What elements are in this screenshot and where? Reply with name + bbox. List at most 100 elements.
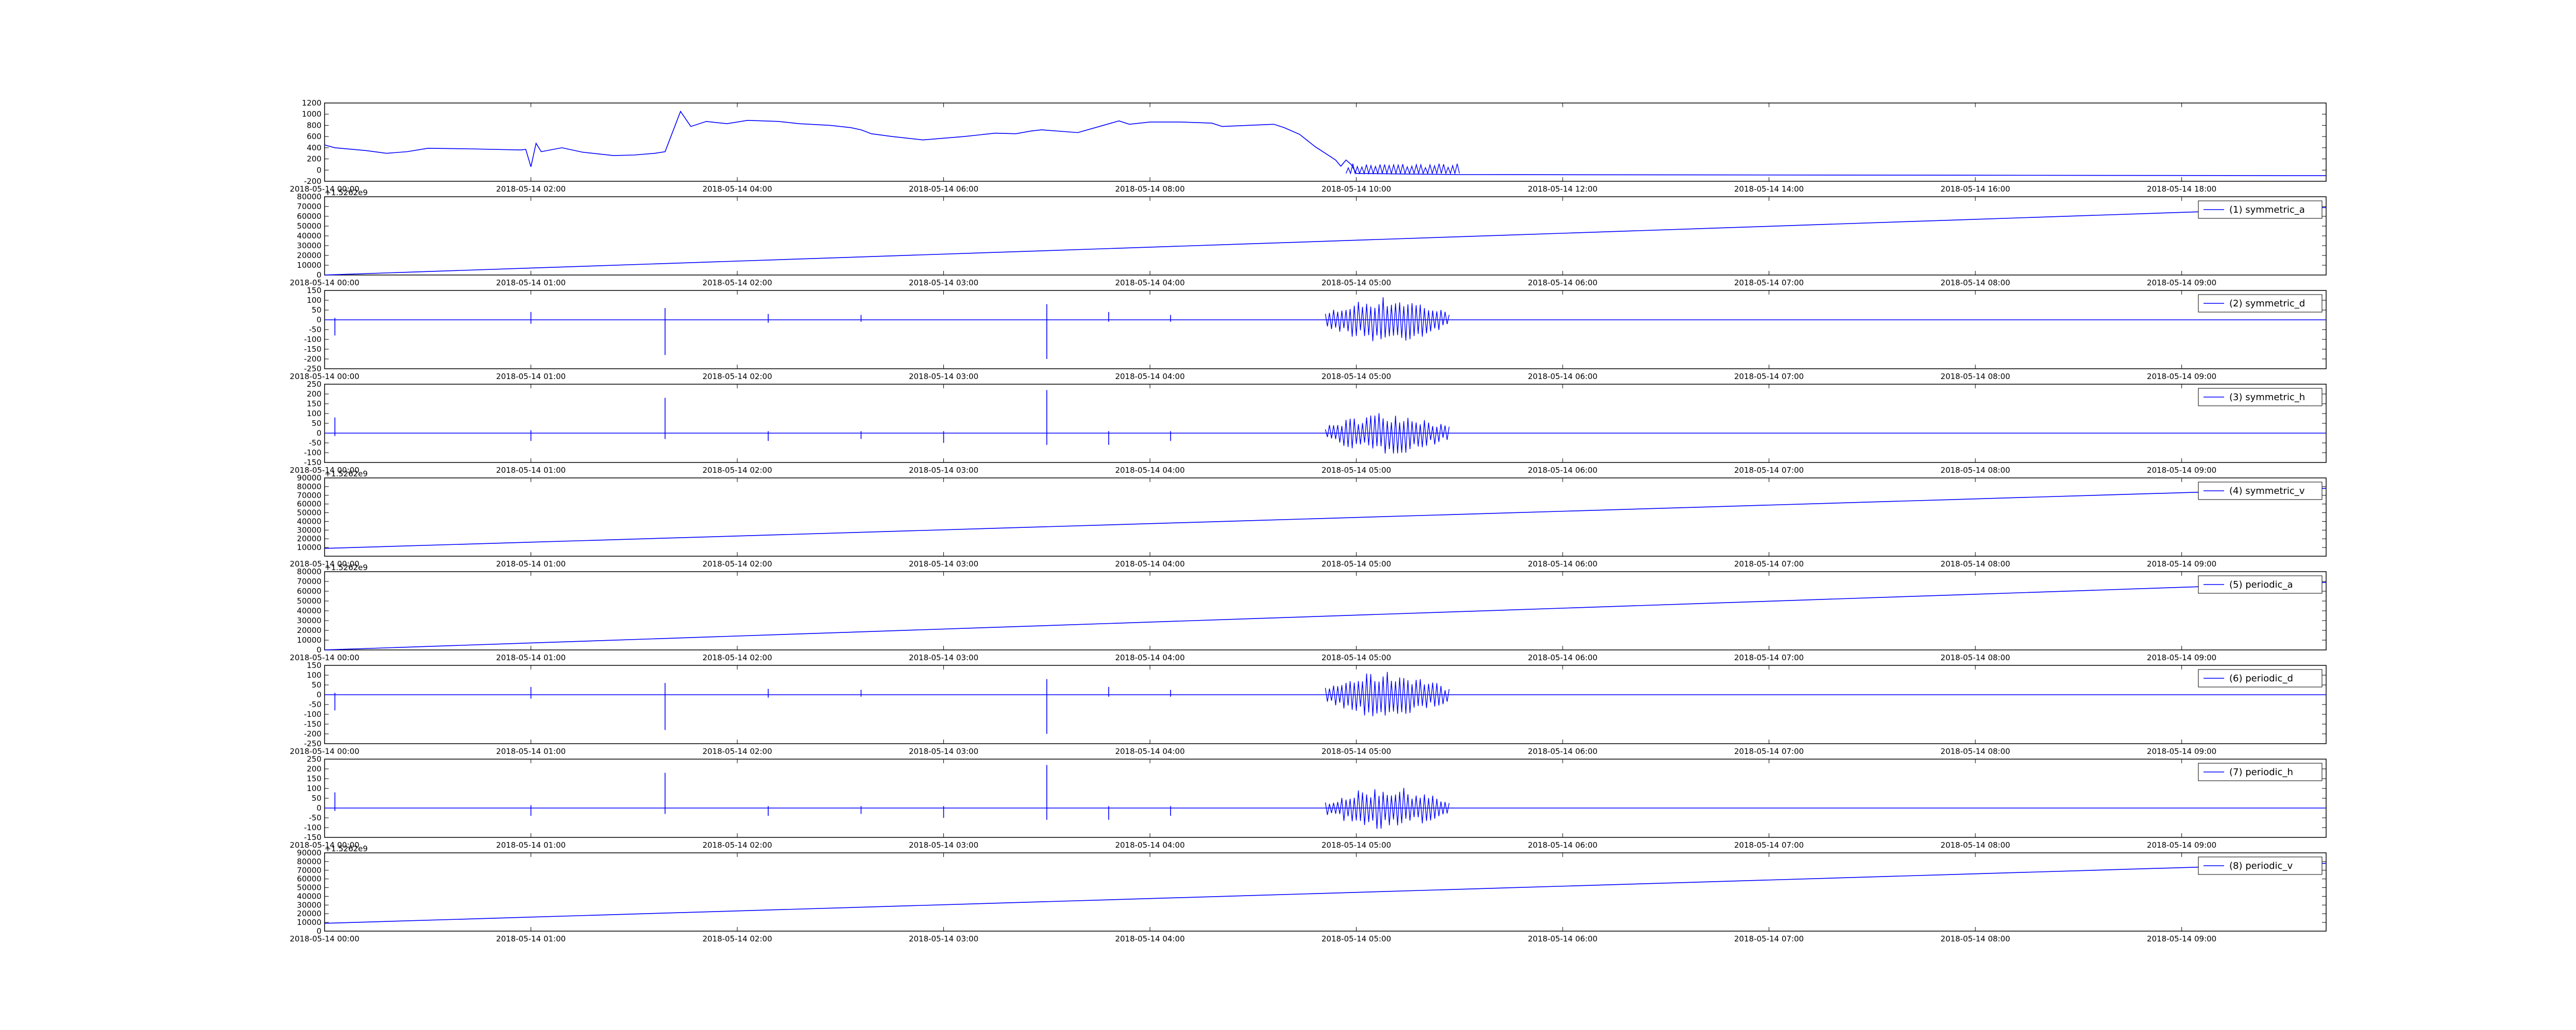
subplot-6: 8000070000600005000040000300002000010000… [290, 563, 2327, 662]
x-tick-label: 2018-05-14 04:00 [1115, 653, 1184, 662]
y-tick-label: 150 [307, 774, 321, 783]
legend: (2) symmetric_d [2198, 294, 2323, 313]
x-tick-label: 2018-05-14 08:00 [1941, 559, 2010, 569]
x-tick-label: 2018-05-14 01:00 [496, 466, 566, 475]
legend-label: (1) symmetric_a [2229, 204, 2305, 215]
x-tick-label: 2018-05-14 05:00 [1321, 559, 1391, 569]
y-tick-label: 70000 [297, 577, 321, 586]
x-tick-label: 2018-05-14 00:00 [290, 372, 359, 381]
x-tick-label: 2018-05-14 08:00 [1941, 747, 2010, 756]
axis-offset-label: +1.5262e9 [325, 188, 368, 197]
plot-frame [324, 571, 2327, 650]
y-tick-label: -50 [309, 438, 322, 448]
x-tick-label: 2018-05-14 09:00 [2147, 278, 2216, 287]
y-tick-label: 250 [307, 380, 321, 389]
x-tick-label: 2018-05-14 09:00 [2147, 934, 2216, 943]
y-tick-label: 100 [307, 409, 321, 418]
y-tick-label: 20000 [297, 251, 321, 260]
x-tick-label: 2018-05-14 06:00 [1528, 934, 1598, 943]
y-tick-label: 20000 [297, 534, 321, 543]
y-tick-label: 30000 [297, 616, 321, 625]
legend: (6) periodic_d [2198, 669, 2323, 688]
y-tick-label: 90000 [297, 848, 321, 857]
y-tick-label: 50 [312, 419, 321, 428]
legend-label: (2) symmetric_d [2229, 298, 2305, 309]
burst-oscillation [1325, 672, 1450, 716]
plot-frame [324, 290, 2327, 369]
y-tick-label: 0 [316, 315, 321, 324]
y-tick-label: 30000 [297, 525, 321, 535]
x-tick-label: 2018-05-14 02:00 [496, 184, 566, 194]
y-tick-label: 250 [307, 754, 321, 764]
x-tick-label: 2018-05-14 03:00 [909, 466, 978, 475]
x-tick-label: 2018-05-14 02:00 [702, 840, 772, 850]
x-tick-label: 2018-05-14 06:00 [909, 184, 978, 194]
y-tick-label: -100 [304, 335, 321, 344]
legend-label: (4) symmetric_v [2229, 486, 2305, 496]
y-tick-label: 1000 [302, 110, 321, 119]
x-tick-label: 2018-05-14 06:00 [1528, 840, 1598, 850]
legend: (5) periodic_a [2198, 575, 2323, 594]
y-tick-label: 150 [307, 399, 321, 408]
x-tick-label: 2018-05-14 04:00 [1115, 934, 1184, 943]
y-tick-label: 100 [307, 296, 321, 305]
x-tick-label: 2018-05-14 00:00 [290, 840, 359, 850]
x-tick-label: 2018-05-14 18:00 [2147, 184, 2216, 194]
x-tick-label: 2018-05-14 09:00 [2147, 653, 2216, 662]
x-tick-label: 2018-05-14 14:00 [1734, 184, 1804, 194]
x-tick-label: 2018-05-14 03:00 [909, 278, 978, 287]
plot-frame [324, 665, 2327, 744]
x-tick-label: 2018-05-14 05:00 [1321, 653, 1391, 662]
y-tick-label: 100 [307, 784, 321, 793]
x-tick-label: 2018-05-14 00:00 [290, 747, 359, 756]
x-tick-label: 2018-05-14 01:00 [496, 653, 566, 662]
y-tick-label: 60000 [297, 500, 321, 509]
x-tick-label: 2018-05-14 05:00 [1321, 466, 1391, 475]
y-tick-label: 0 [316, 428, 321, 438]
x-tick-label: 2018-05-14 03:00 [909, 372, 978, 381]
x-tick-label: 2018-05-14 07:00 [1734, 653, 1804, 662]
y-tick-label: -150 [304, 833, 321, 842]
y-tick-label: 60000 [297, 587, 321, 596]
legend-label: (7) periodic_h [2229, 767, 2293, 778]
x-tick-label: 2018-05-14 08:00 [1941, 934, 2010, 943]
legend: (4) symmetric_v [2198, 482, 2323, 500]
x-tick-label: 2018-05-14 03:00 [909, 747, 978, 756]
y-tick-label: -250 [304, 364, 321, 373]
y-tick-label: 0 [316, 645, 321, 655]
y-tick-label: 0 [316, 165, 321, 175]
x-tick-label: 2018-05-14 05:00 [1321, 840, 1391, 850]
x-tick-label: 2018-05-14 01:00 [496, 372, 566, 381]
burst-oscillation [1325, 297, 1450, 341]
x-tick-label: 2018-05-14 02:00 [702, 653, 772, 662]
plot-frame [324, 852, 2327, 932]
x-tick-label: 2018-05-14 07:00 [1734, 934, 1804, 943]
series-line [324, 110, 2327, 176]
y-tick-label: 10000 [297, 636, 321, 645]
x-tick-label: 2018-05-14 04:00 [1115, 278, 1184, 287]
x-tick-label: 2018-05-14 08:00 [1941, 372, 2010, 381]
x-tick-label: 2018-05-14 05:00 [1321, 747, 1391, 756]
y-tick-label: 150 [307, 661, 321, 670]
y-tick-label: -150 [304, 719, 321, 729]
legend: (1) symmetric_a [2198, 200, 2323, 219]
x-tick-label: 2018-05-14 01:00 [496, 934, 566, 943]
x-tick-label: 2018-05-14 04:00 [1115, 840, 1184, 850]
x-tick-label: 2018-05-14 08:00 [1115, 184, 1184, 194]
x-tick-label: 2018-05-14 00:00 [290, 559, 359, 569]
axis-offset-label: +1.5262e9 [325, 844, 368, 853]
y-tick-label: 10000 [297, 543, 321, 552]
x-tick-label: 2018-05-14 06:00 [1528, 372, 1598, 381]
y-tick-label: -200 [304, 354, 321, 364]
y-tick-label: 80000 [297, 857, 321, 866]
x-tick-label: 2018-05-14 04:00 [1115, 559, 1184, 569]
x-tick-label: 2018-05-14 05:00 [1321, 278, 1391, 287]
axis-offset-label: +1.5262e9 [325, 563, 368, 572]
series-line [324, 863, 2327, 924]
burst-oscillation [1325, 787, 1450, 829]
